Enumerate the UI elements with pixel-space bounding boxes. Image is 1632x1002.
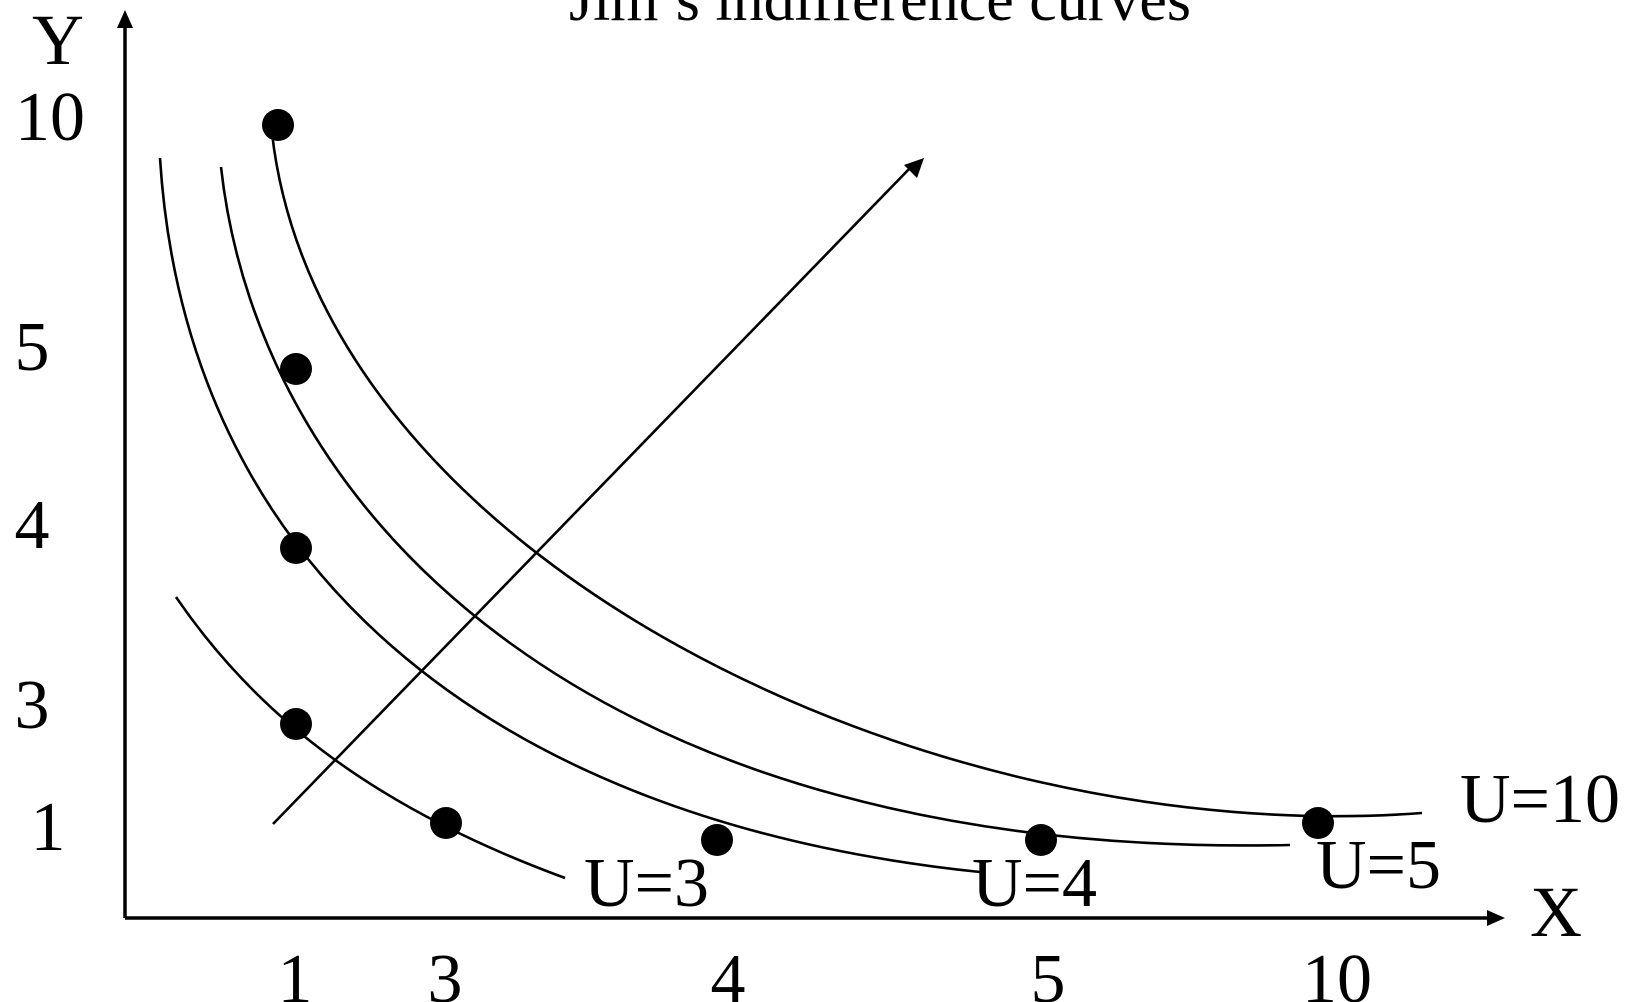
chart-title: Jim’s indifference curves xyxy=(569,0,1191,34)
y-tick-labels: 10 5 4 3 1 xyxy=(15,79,86,866)
preference-arrow xyxy=(272,158,924,825)
bundle-point-u5-5-1 xyxy=(1025,824,1057,856)
bundle-point-u3-3-1 xyxy=(430,807,462,839)
indifference-curve-u3 xyxy=(174,596,566,880)
x-axis-arrowhead xyxy=(1487,910,1505,926)
x-tick-label: 10 xyxy=(1302,941,1372,1002)
bundle-points xyxy=(262,109,1334,856)
axes: Y X xyxy=(32,0,1582,952)
y-axis-arrowhead xyxy=(117,10,133,28)
indifference-curve-u10 xyxy=(270,132,1423,818)
x-tick-labels: 1 3 4 5 10 xyxy=(278,941,1373,1002)
x-tick-label: 5 xyxy=(1031,941,1066,1002)
y-tick-label: 4 xyxy=(15,487,50,564)
bundle-point-u3-1-3 xyxy=(280,708,312,740)
curve-label-u5: U=5 xyxy=(1316,827,1441,904)
curve-label-u10: U=10 xyxy=(1460,761,1620,838)
x-axis-label: X xyxy=(1530,872,1582,952)
x-tick-label: 3 xyxy=(428,941,463,1002)
y-tick-label: 10 xyxy=(15,79,85,156)
bundle-point-u10-10-1 xyxy=(1302,807,1334,839)
bundle-point-u5-1-5 xyxy=(280,353,312,385)
y-tick-label: 3 xyxy=(15,667,50,744)
x-tick-label: 1 xyxy=(278,941,313,1002)
y-tick-label: 5 xyxy=(15,309,50,386)
curve-labels: U=3 U=4 U=5 U=10 xyxy=(584,761,1620,922)
x-tick-label: 4 xyxy=(711,941,746,1002)
y-axis-label: Y xyxy=(32,0,84,80)
indifference-curve-u5 xyxy=(219,166,1291,847)
curve-label-u3: U=3 xyxy=(584,845,709,922)
curve-label-u4: U=4 xyxy=(972,845,1097,922)
bundle-point-u10-1-10 xyxy=(262,109,294,141)
preference-arrowhead xyxy=(904,158,924,178)
indifference-curves xyxy=(158,132,1423,880)
bundle-point-u4-1-4 xyxy=(280,532,312,564)
indifference-curve-u4 xyxy=(158,157,981,874)
y-tick-label: 1 xyxy=(31,789,66,866)
bundle-point-u4-4-1 xyxy=(701,824,733,856)
preference-arrow-line xyxy=(272,165,913,825)
